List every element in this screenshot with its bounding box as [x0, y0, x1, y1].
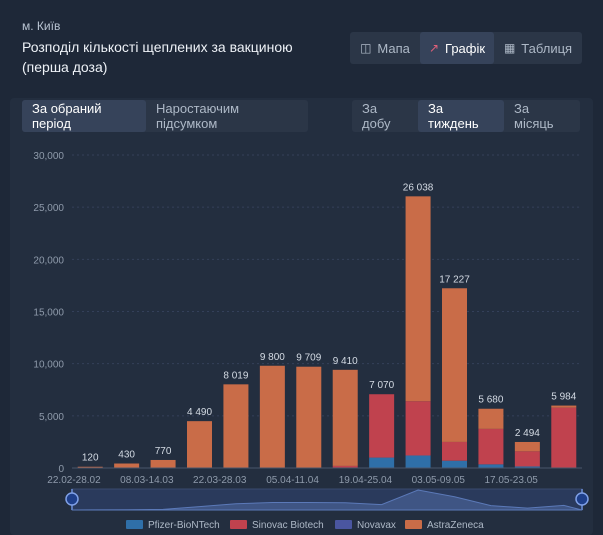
tab-chart-label: Графік	[445, 40, 486, 56]
period-switcher: За добу За тиждень За місяць	[352, 100, 580, 132]
tab-map[interactable]: ◫ Мапа	[350, 32, 420, 64]
tab-table-label: Таблиця	[521, 40, 573, 56]
period-month-button[interactable]: За місяць	[514, 101, 554, 131]
city-label: м. Київ	[22, 19, 61, 33]
tab-map-label: Мапа	[377, 40, 410, 56]
period-day-button[interactable]: За добу	[362, 101, 391, 131]
map-icon: ◫	[360, 41, 372, 55]
period-week-button[interactable]: За тиждень	[418, 100, 504, 132]
tab-chart[interactable]: ↗ Графік	[420, 32, 494, 64]
table-icon: ▦	[503, 41, 516, 55]
mode-switcher: За обраний період Наростаючим підсумком	[22, 100, 308, 132]
chart-icon: ↗	[428, 41, 440, 55]
view-switcher: ◫ Мапа ↗ Графік ▦ Таблиця	[350, 32, 582, 64]
mode-period-button[interactable]: За обраний період	[22, 100, 146, 132]
chart-panel	[10, 98, 593, 535]
chart-title: Розподіл кількості щеплених за вакциною …	[22, 39, 293, 75]
mode-cumulative-button[interactable]: Наростаючим підсумком	[156, 101, 240, 131]
tab-table[interactable]: ▦ Таблиця	[494, 32, 582, 64]
